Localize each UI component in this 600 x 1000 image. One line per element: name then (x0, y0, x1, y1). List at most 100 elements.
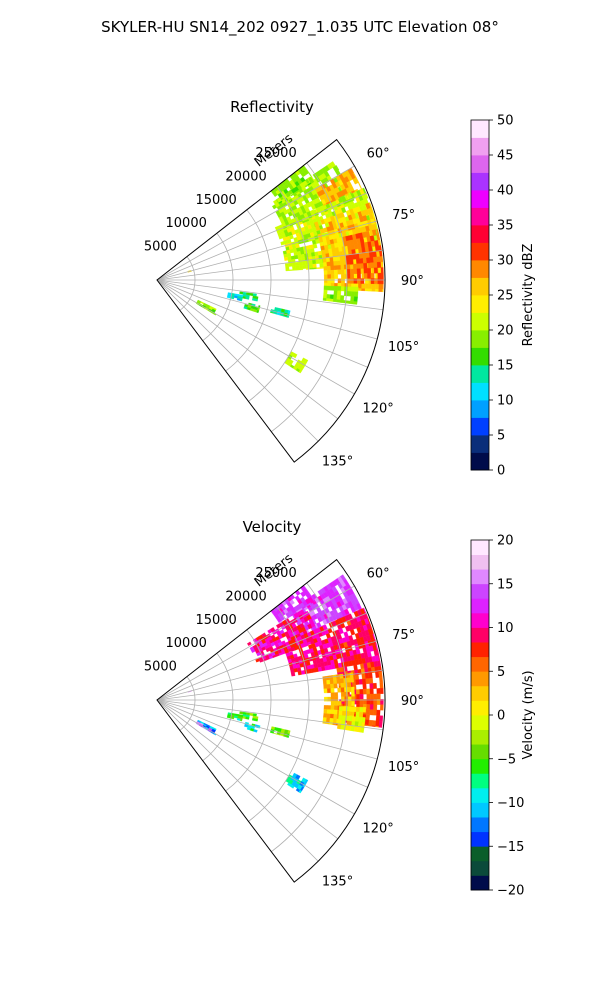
echo-bin (336, 294, 341, 301)
echo-bin (323, 274, 328, 279)
echo-region (314, 167, 362, 206)
colorbar-swatch (471, 155, 489, 173)
echo-bin (351, 696, 355, 702)
echo-bin (255, 296, 259, 300)
echo-bin (359, 711, 364, 718)
echo-bin (333, 683, 338, 689)
echo-bin (347, 286, 352, 292)
colorbar-swatch (471, 773, 489, 789)
echo-bin (358, 716, 363, 723)
azimuth-spoke (156, 279, 378, 340)
echo-bin (373, 693, 378, 700)
echo-bin (346, 278, 351, 284)
echo-bin (329, 713, 335, 719)
echo-bin (340, 687, 345, 693)
colorbar-swatch (471, 225, 489, 243)
echo-bin (380, 704, 384, 711)
colorbar-swatch (471, 417, 489, 436)
colorbar-swatch (471, 715, 489, 730)
sector-outline (156, 558, 386, 883)
echo-bin (376, 709, 381, 716)
azimuth-spoke (156, 699, 355, 815)
echo-bin (349, 672, 354, 678)
echo-bin (336, 678, 341, 684)
echo-bin (329, 294, 334, 300)
echo-bin (365, 678, 370, 685)
colorbar-swatch (471, 190, 489, 208)
echo-bin (295, 261, 300, 267)
echo-bin (318, 258, 324, 264)
echo-bin (377, 272, 382, 279)
echo-bin (295, 268, 300, 271)
grid-lines (156, 582, 385, 862)
echo-bin (326, 298, 331, 302)
range-tick-label: 20000 (225, 589, 266, 604)
echo-bin (332, 718, 338, 724)
echo-bin (337, 265, 342, 271)
colorbar-swatch (471, 540, 489, 555)
colorbar-tick-label: 15 (497, 359, 514, 374)
azimuth-spoke (156, 612, 368, 701)
echo-bin (343, 290, 348, 297)
colorbar-tick-label: 0 (497, 464, 505, 479)
echo-bin (285, 266, 290, 271)
echo-bin (375, 715, 381, 722)
echo-bin (245, 296, 250, 300)
colorbar-tick-label: 5 (497, 429, 505, 444)
echo-bin (256, 310, 260, 314)
echo-bin (330, 285, 335, 291)
echo-bin (353, 263, 358, 270)
echo-bin (333, 709, 338, 715)
echo-bin (339, 673, 344, 679)
colorbar-tick-label: 20 (497, 534, 514, 549)
range-tick-label: 10000 (166, 216, 207, 231)
echo-bin (371, 288, 376, 292)
echo-bin (327, 274, 332, 279)
echo-bin (286, 316, 289, 318)
echo-bin (359, 263, 364, 269)
azimuth-spoke (156, 220, 378, 281)
echo-bin (330, 688, 335, 693)
echo-bin (239, 291, 244, 295)
echo-bin (369, 709, 374, 716)
echo-bin (326, 709, 331, 715)
echo-bin (323, 270, 328, 275)
echo-bin (295, 265, 300, 270)
echo-bin (323, 289, 328, 295)
echo-bin (381, 283, 384, 290)
echo-bin (375, 288, 379, 292)
echo-bin (355, 711, 360, 718)
echo-bin (330, 278, 335, 284)
echo-bin (373, 704, 378, 711)
echo-bin (356, 263, 361, 269)
echo-bin (358, 283, 362, 289)
echo-bin (339, 678, 345, 684)
echo-bin (305, 260, 310, 266)
echo-bin (335, 165, 340, 171)
colorbar-swatch (471, 554, 489, 570)
colorbar-swatch (471, 120, 489, 138)
echo-bin (289, 599, 295, 606)
echo-bin (322, 676, 327, 681)
echo-bin (204, 728, 209, 731)
echo-bin (353, 268, 358, 274)
echo-bin (344, 701, 349, 707)
echo-bin (336, 256, 341, 262)
colorbar-swatch (471, 744, 489, 760)
echo-bin (336, 260, 341, 266)
echo-bin (326, 265, 331, 271)
echo-bin (337, 269, 342, 275)
echo-bin (306, 268, 310, 270)
echo-bin (350, 291, 355, 297)
echo-bin (370, 273, 375, 279)
echo-bin (357, 278, 361, 284)
echo-bin (281, 198, 286, 202)
echo-bin (291, 262, 296, 267)
colorbar-tick-label: 5 (497, 665, 505, 680)
echo-bin (343, 682, 348, 688)
colorbar-tick-label: −10 (497, 796, 524, 811)
echo-bin (341, 696, 345, 702)
azimuth-tick-label: 90° (401, 694, 424, 709)
echo-bin (339, 255, 344, 261)
